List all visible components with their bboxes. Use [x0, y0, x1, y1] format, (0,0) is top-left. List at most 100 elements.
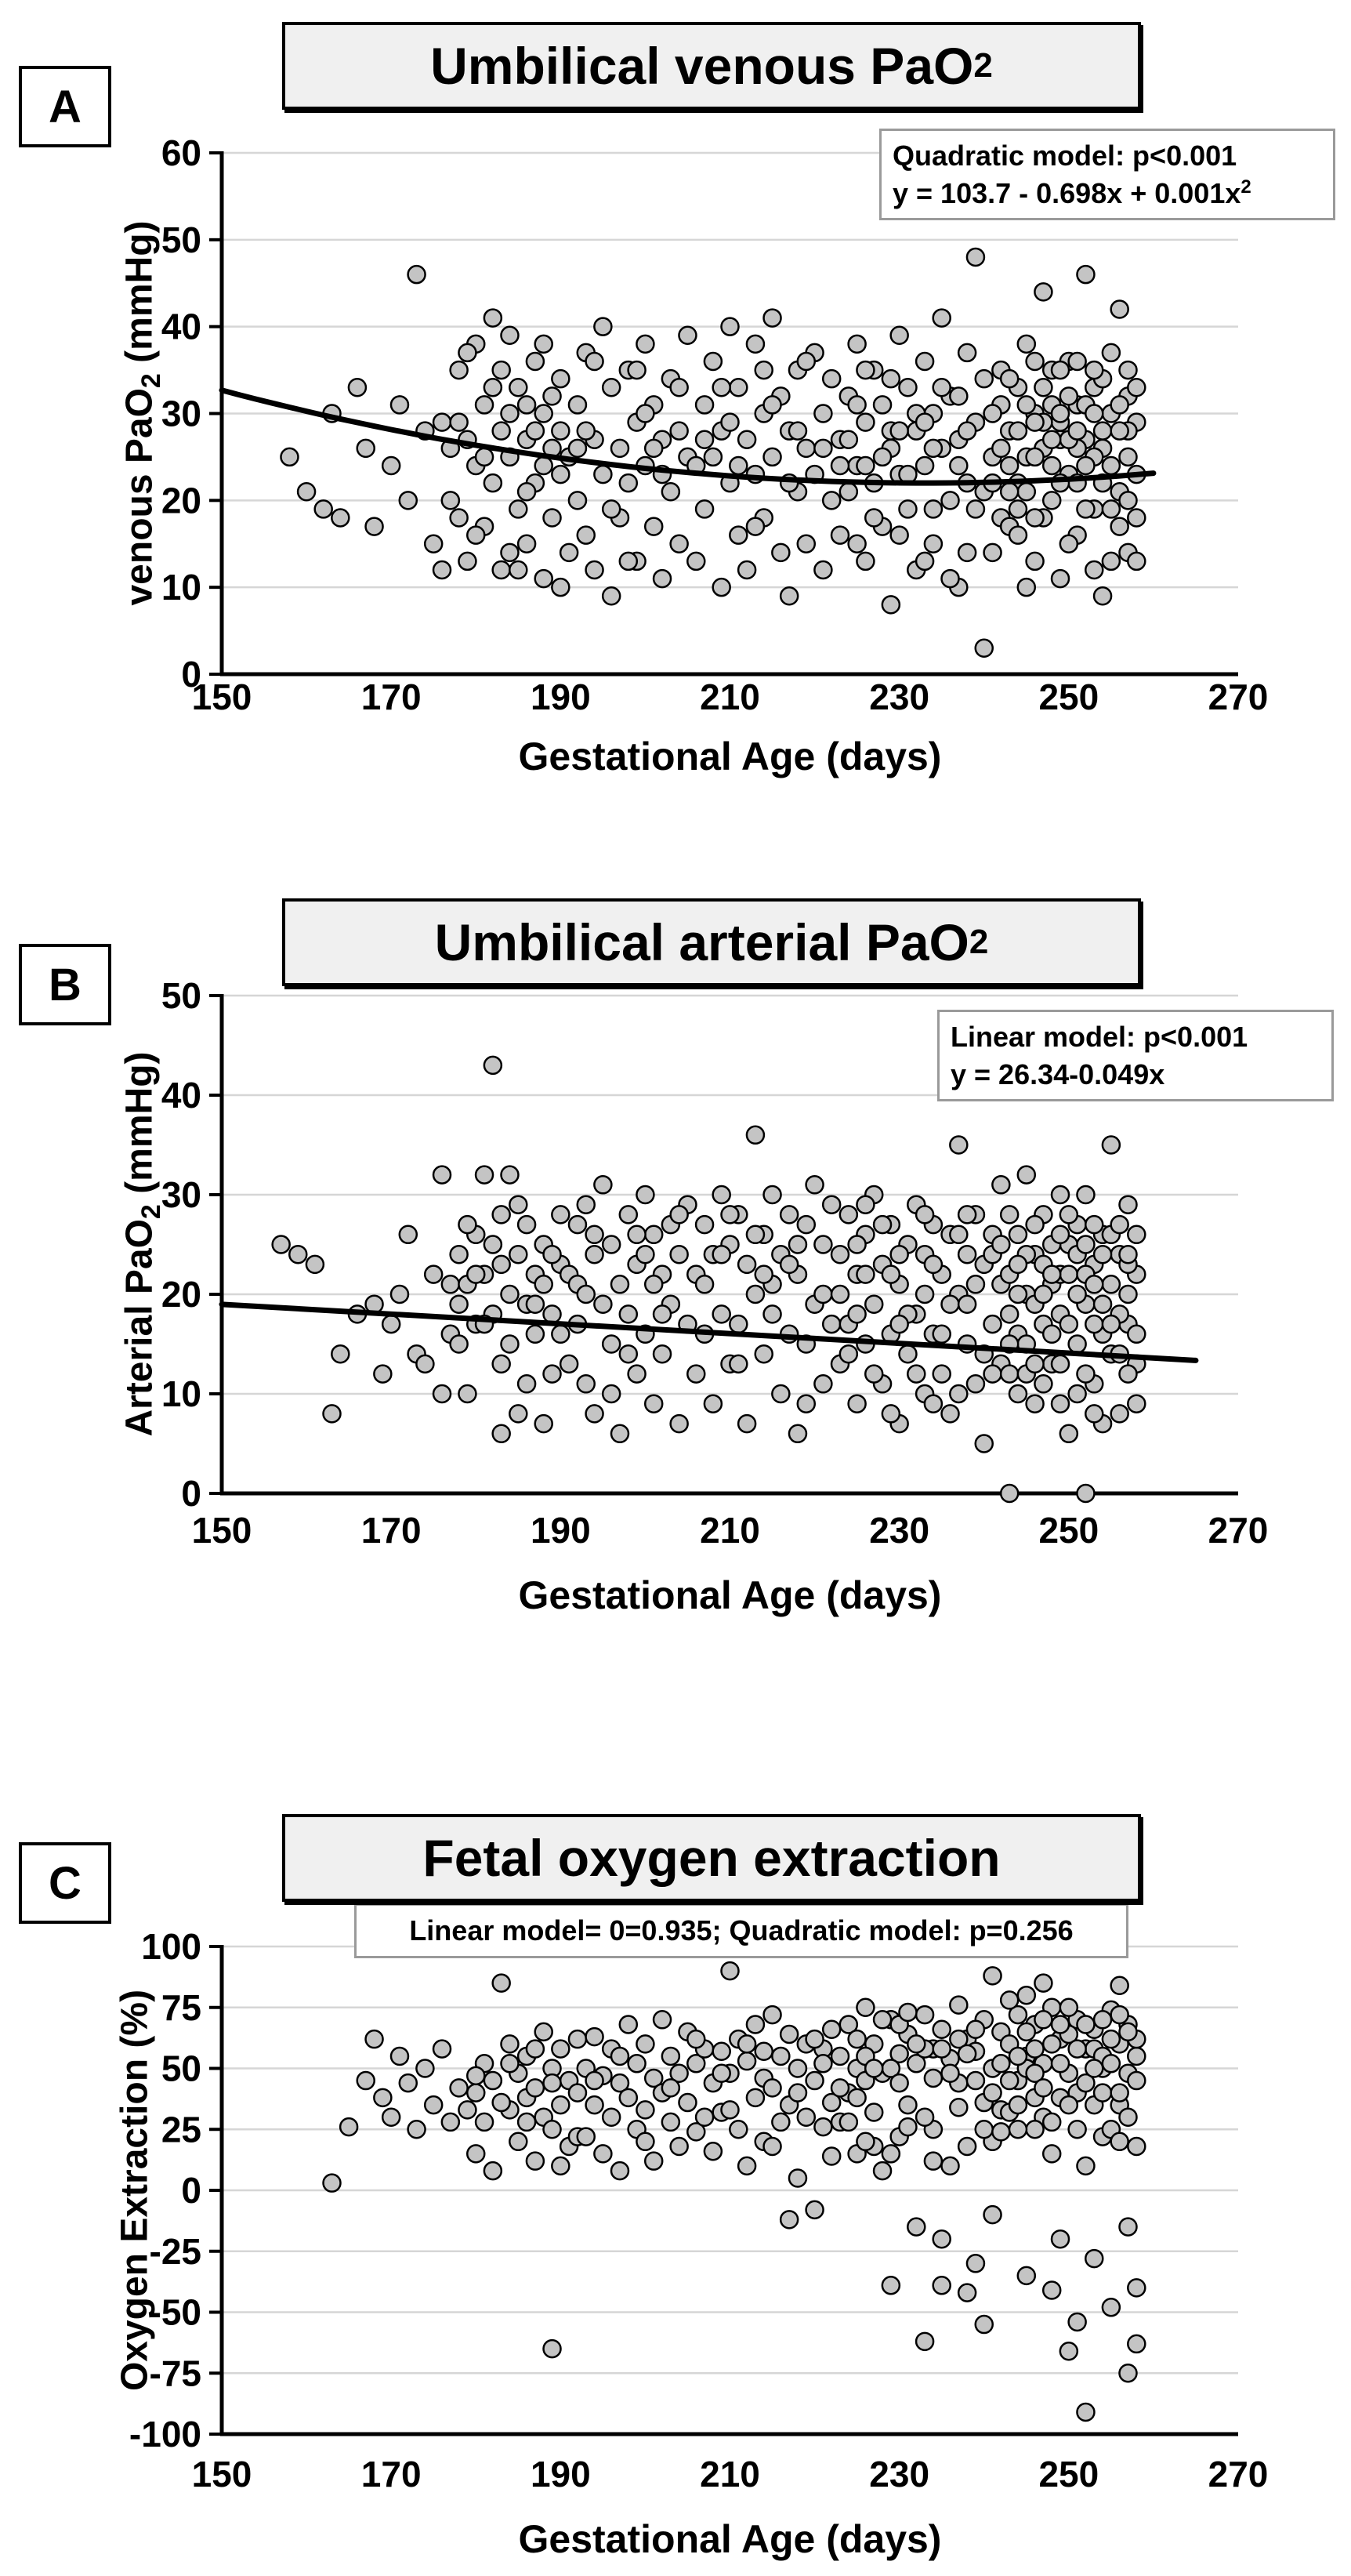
data-point	[762, 2005, 782, 2025]
data-point	[999, 455, 1020, 476]
y-tick-label: 0	[181, 1473, 201, 1514]
data-point	[983, 2083, 1002, 2103]
data-point	[500, 325, 520, 345]
data-point	[271, 1235, 291, 1254]
data-point	[525, 2039, 545, 2059]
data-point	[678, 2092, 697, 2113]
data-point	[1067, 2120, 1087, 2139]
data-point	[1067, 351, 1087, 372]
data-point	[1025, 1214, 1045, 1235]
data-point	[999, 1483, 1020, 1504]
data-point	[567, 1214, 588, 1235]
data-point	[534, 334, 553, 354]
data-point	[483, 2161, 503, 2181]
data-point	[381, 455, 401, 476]
data-point	[551, 2095, 570, 2115]
data-point	[1118, 1244, 1138, 1264]
data-point	[1101, 1135, 1121, 1155]
data-point	[1118, 491, 1138, 510]
data-point	[1008, 1284, 1028, 1304]
data-point	[1110, 2005, 1129, 2025]
data-point	[737, 1413, 757, 1434]
data-point	[754, 2041, 773, 2061]
x-tick-label: 230	[869, 677, 929, 717]
data-point	[949, 1995, 969, 2015]
data-point	[847, 2029, 867, 2049]
data-point	[881, 595, 901, 615]
data-point	[999, 2070, 1020, 2091]
data-point	[957, 2044, 977, 2064]
panel-b-model-annotation: Linear model: p<0.001 y = 26.34-0.049x	[937, 1010, 1334, 1102]
data-point	[449, 1334, 469, 1354]
data-point	[779, 2024, 799, 2044]
data-point	[813, 404, 833, 423]
data-point	[999, 482, 1020, 502]
data-point	[500, 1334, 520, 1354]
data-point	[449, 2078, 469, 2098]
data-point	[737, 430, 757, 449]
panel-a-model-annotation: Quadratic model: p<0.001 y = 103.7 - 0.6…	[879, 129, 1335, 221]
data-point	[1085, 2248, 1104, 2269]
data-point	[1041, 1264, 1062, 1284]
data-point	[838, 2015, 859, 2034]
data-point	[932, 1324, 951, 1344]
data-point	[1118, 1284, 1138, 1304]
data-point	[576, 525, 596, 545]
data-point	[932, 2276, 951, 2295]
data-point	[712, 1244, 731, 1264]
data-point	[830, 455, 850, 476]
y-tick-label: 50	[161, 220, 201, 260]
data-point	[610, 438, 630, 459]
data-point	[1110, 299, 1129, 319]
data-point	[1076, 1483, 1096, 1504]
panel-b-annotation-line1: Linear model: p<0.001	[951, 1021, 1248, 1053]
data-point	[1118, 447, 1138, 467]
data-point	[567, 491, 588, 510]
x-tick-label: 170	[361, 677, 422, 717]
data-point	[847, 334, 867, 354]
data-point	[1127, 2046, 1146, 2066]
data-point	[686, 2029, 706, 2049]
data-point	[1050, 568, 1070, 589]
data-point	[500, 2054, 520, 2073]
data-point	[788, 1424, 808, 1444]
data-point	[737, 560, 757, 580]
data-point	[1127, 2136, 1146, 2157]
data-point	[796, 534, 817, 553]
data-point	[559, 1354, 579, 1374]
data-point	[898, 2117, 918, 2137]
data-point	[779, 2210, 799, 2230]
x-tick-label: 170	[361, 1510, 422, 1551]
panel-b-letter: B	[49, 959, 81, 1010]
data-point	[686, 551, 706, 571]
data-point	[288, 1244, 308, 1264]
data-point	[940, 568, 960, 589]
data-point	[915, 551, 935, 571]
data-point	[1016, 482, 1037, 502]
data-point	[618, 551, 639, 571]
data-point	[1050, 360, 1070, 380]
data-point	[618, 1344, 639, 1364]
data-point	[957, 1294, 977, 1314]
data-point	[915, 412, 935, 432]
data-point	[1008, 525, 1028, 545]
data-point	[516, 1374, 537, 1394]
data-point	[483, 308, 503, 328]
data-point	[957, 542, 977, 563]
data-point	[974, 638, 994, 658]
data-point	[881, 2276, 901, 2295]
data-point	[965, 2019, 986, 2039]
data-point	[754, 1264, 773, 1284]
data-point	[576, 421, 596, 441]
data-point	[1118, 1364, 1138, 1384]
data-point	[872, 2010, 893, 2030]
data-point	[415, 1354, 435, 1374]
data-point	[830, 1244, 850, 1264]
data-point	[907, 2034, 926, 2054]
data-point	[1067, 421, 1087, 441]
data-point	[1110, 2083, 1129, 2103]
data-point	[500, 1165, 520, 1185]
data-point	[788, 2168, 808, 2188]
data-point	[805, 1175, 824, 1195]
data-point	[1025, 2063, 1045, 2083]
